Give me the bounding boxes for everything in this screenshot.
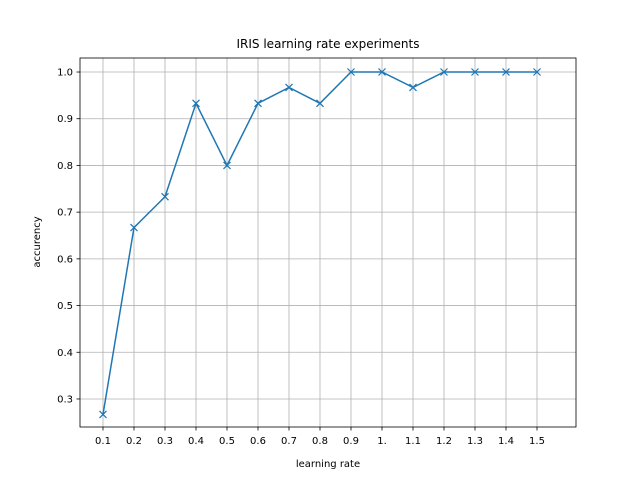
y-tick-label: 0.6 (57, 254, 73, 265)
y-tick-label: 0.5 (57, 301, 73, 312)
y-tick-label: 1.0 (57, 68, 73, 79)
x-tick-label: 0.8 (312, 436, 328, 447)
x-tick-label: 0.3 (157, 436, 173, 447)
y-axis: 0.3 0.4 0.5 0.6 0.7 0.8 0.9 1.0 (57, 68, 80, 405)
data-point (285, 83, 293, 92)
x-axis: 0.1 0.2 0.3 0.4 0.5 0.6 0.7 0.8 0.9 1. 1.1 1.2 1.3 1.… (95, 427, 545, 447)
data-point (378, 68, 386, 76)
data-point (130, 223, 138, 232)
data-point (440, 68, 448, 76)
y-tick-label: 0.4 (57, 348, 73, 359)
data-point (409, 83, 417, 92)
chart-title: IRIS learning rate experiments (237, 37, 420, 51)
data-point (316, 99, 324, 108)
x-tick-label: 0.2 (126, 436, 142, 447)
x-tick-label: 1.3 (467, 436, 483, 447)
x-tick-label: 1.5 (529, 436, 545, 447)
data-point (471, 68, 479, 76)
x-tick-label: 1.4 (498, 436, 514, 447)
data-point (223, 161, 231, 170)
y-axis-label: accurency (32, 216, 43, 267)
x-tick-label: 0.5 (219, 436, 235, 447)
x-axis-label: learning rate (296, 459, 360, 470)
grid (80, 58, 576, 427)
x-tick-label: 1.1 (405, 436, 421, 447)
data-point (533, 68, 541, 76)
x-tick-label: 0.9 (343, 436, 359, 447)
y-tick-label: 0.9 (57, 114, 73, 125)
x-tick-label: 0.1 (95, 436, 111, 447)
plot-frame (79, 57, 577, 428)
x-tick-label: 1. (377, 436, 387, 447)
data-point (347, 68, 355, 76)
x-tick-label: 0.6 (250, 436, 266, 447)
y-tick-label: 0.7 (57, 208, 73, 219)
y-tick-label: 0.8 (57, 161, 73, 172)
data-point (99, 410, 107, 419)
y-tick-label: 0.3 (57, 394, 73, 405)
x-tick-label: 0.7 (281, 436, 297, 447)
x-tick-label: 1.2 (436, 436, 452, 447)
data-point (192, 99, 200, 108)
data-point (254, 99, 262, 108)
data-point (502, 68, 510, 76)
series-group (99, 68, 541, 419)
x-tick-label: 0.4 (188, 436, 204, 447)
data-point (161, 192, 169, 201)
